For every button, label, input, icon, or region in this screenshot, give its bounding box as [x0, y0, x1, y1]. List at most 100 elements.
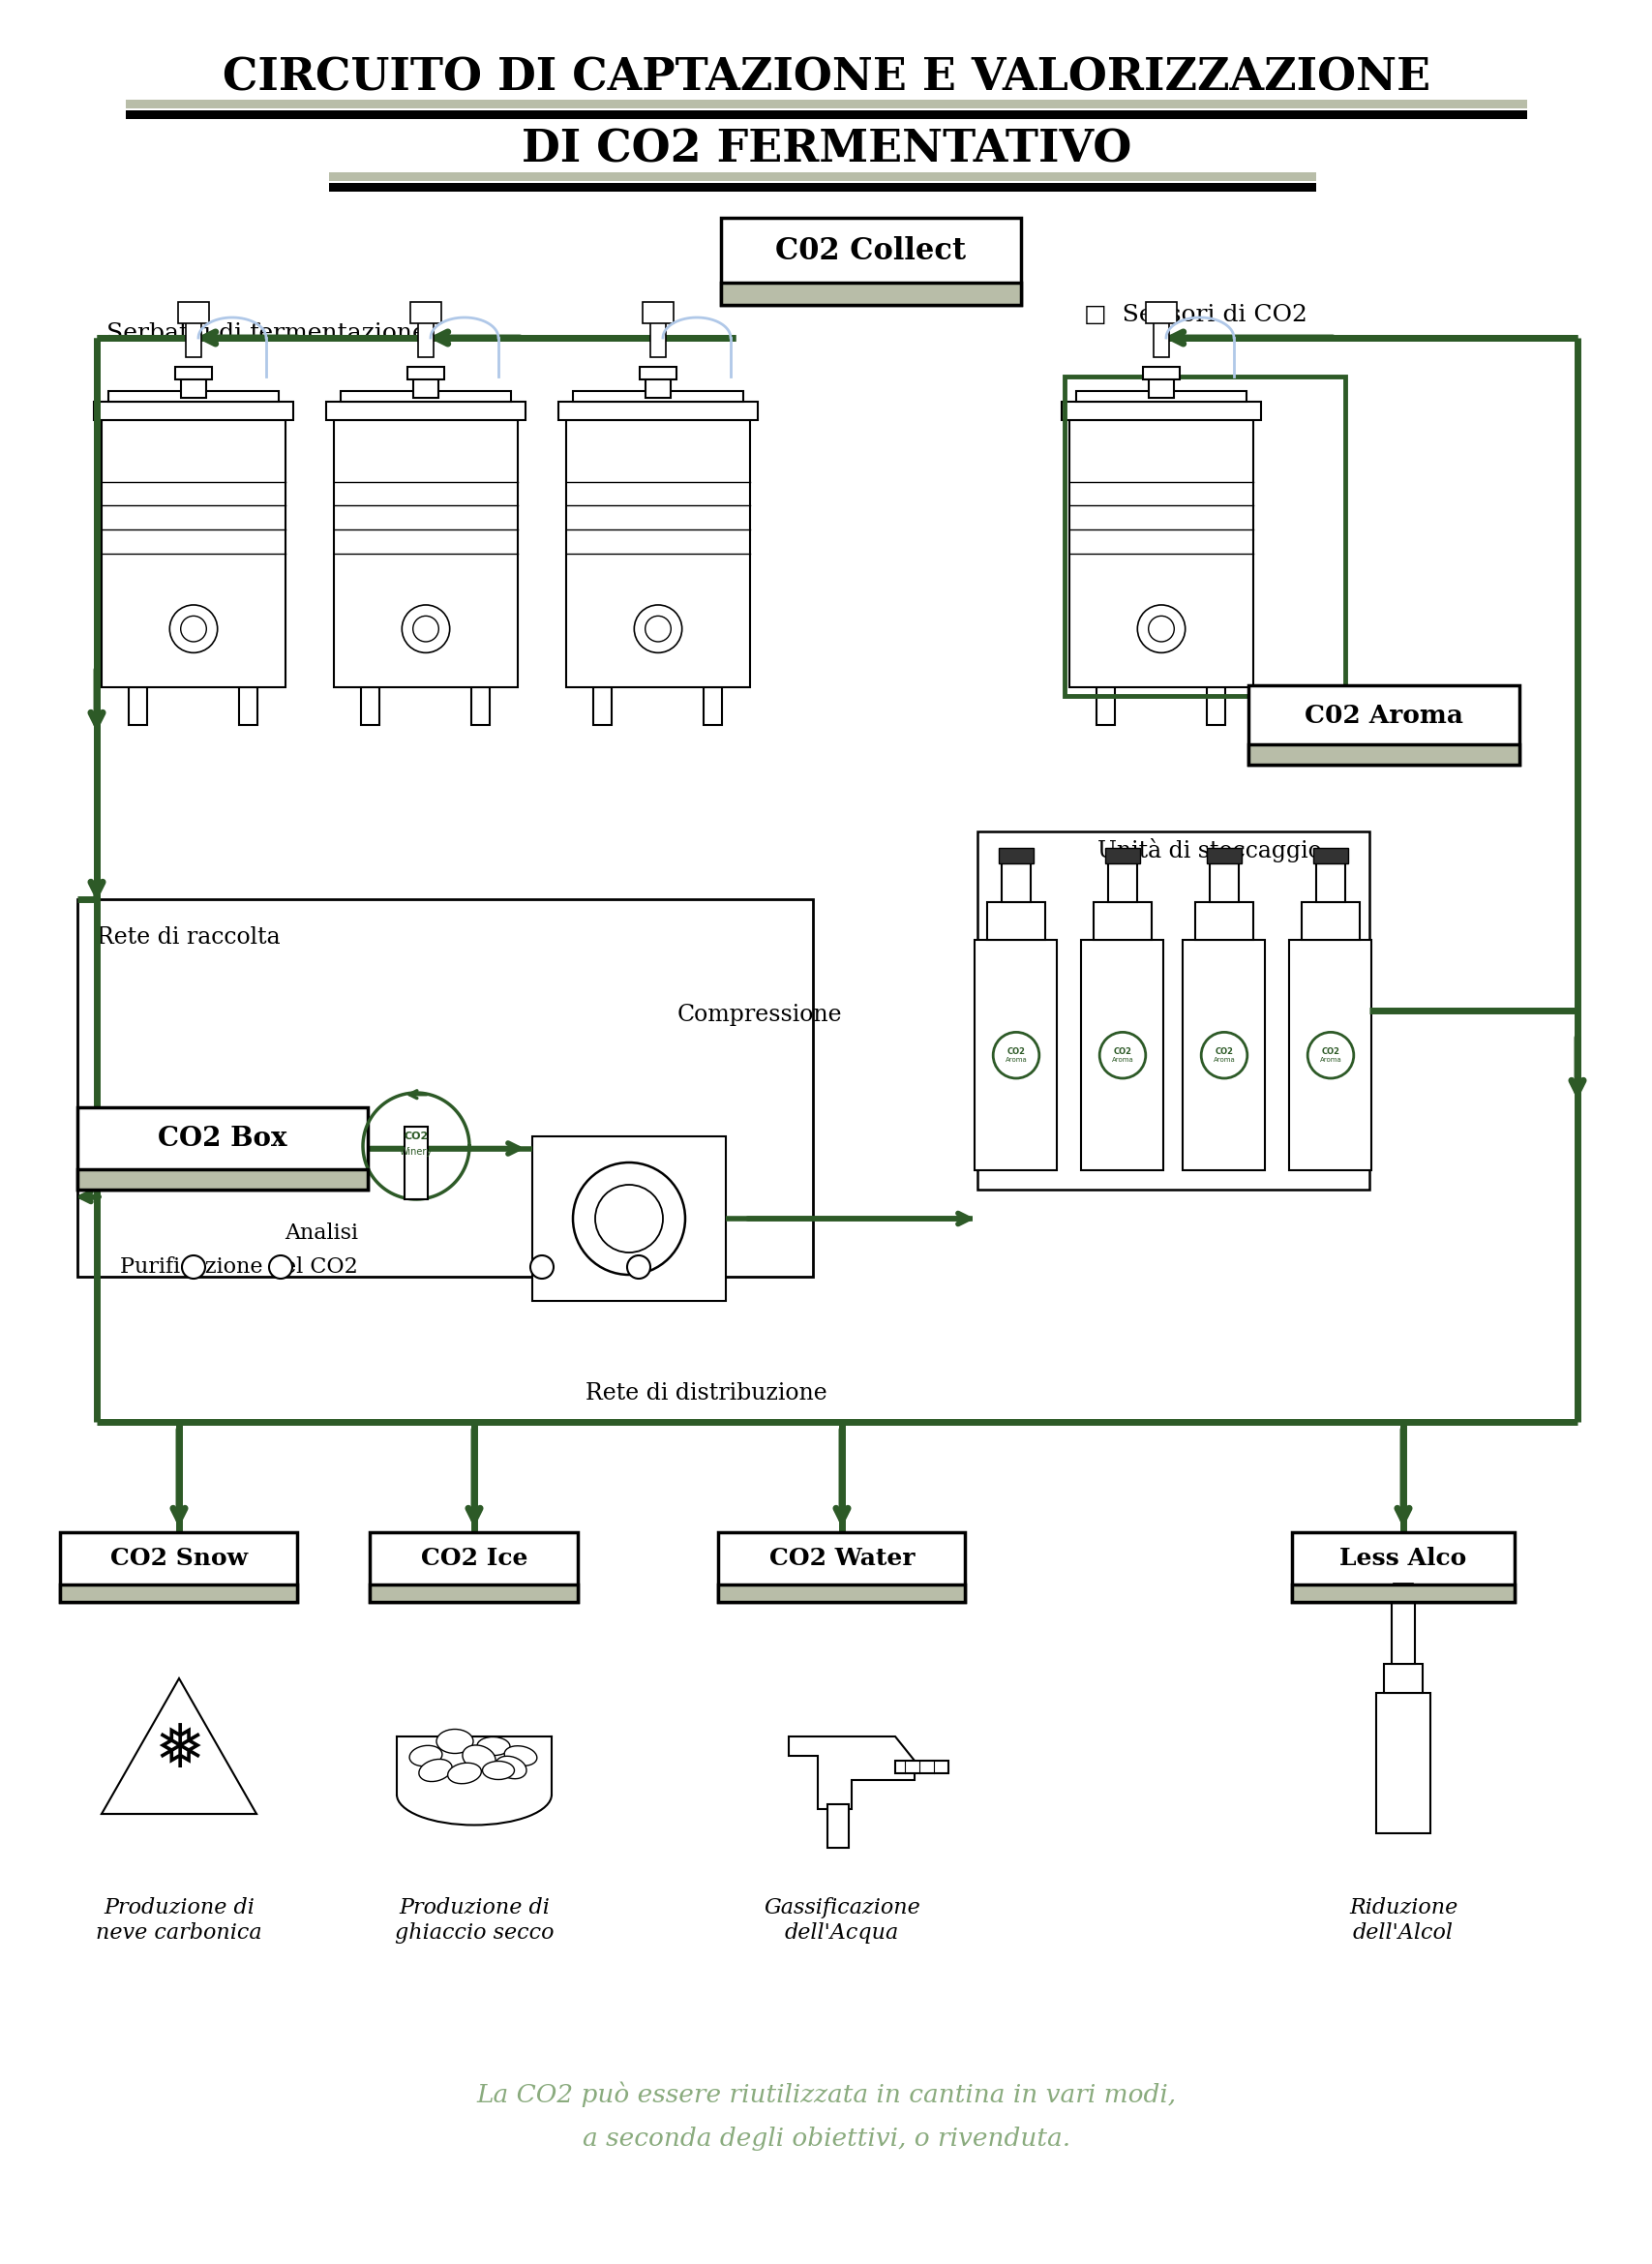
Bar — [370, 1533, 578, 1603]
Bar — [1313, 847, 1346, 863]
Bar — [1064, 376, 1345, 695]
Bar — [413, 374, 438, 398]
Bar — [1292, 1533, 1513, 1603]
Circle shape — [644, 616, 671, 641]
Bar — [1097, 688, 1115, 724]
Bar — [362, 688, 380, 724]
Bar — [1080, 940, 1163, 1170]
Text: Purificazione del CO2: Purificazione del CO2 — [121, 1257, 358, 1277]
Text: Rete di raccolta: Rete di raccolta — [97, 926, 281, 949]
Text: Rete di distribuzione: Rete di distribuzione — [585, 1381, 828, 1404]
Circle shape — [1307, 1032, 1353, 1078]
Circle shape — [1201, 1032, 1247, 1078]
Ellipse shape — [496, 1757, 527, 1780]
Bar — [1142, 367, 1180, 378]
Bar — [410, 301, 441, 324]
Bar — [406, 367, 444, 378]
Bar — [1105, 847, 1140, 863]
Bar — [558, 401, 757, 421]
Ellipse shape — [410, 1746, 443, 1766]
Circle shape — [170, 604, 218, 652]
Text: ❅: ❅ — [154, 1723, 205, 1780]
Text: Compressione: Compressione — [677, 1005, 843, 1026]
Bar — [1383, 1664, 1422, 1693]
Text: Less Alco: Less Alco — [1340, 1546, 1465, 1571]
Bar — [327, 401, 525, 421]
Bar — [828, 1804, 847, 1847]
Text: Riduzione
dell'Alcol: Riduzione dell'Alcol — [1348, 1897, 1457, 1943]
Bar — [644, 374, 671, 398]
Text: CIRCUITO DI CAPTAZIONE E VALORIZZAZIONE: CIRCUITO DI CAPTAZIONE E VALORIZZAZIONE — [223, 54, 1429, 100]
Circle shape — [626, 1257, 649, 1279]
Ellipse shape — [448, 1764, 481, 1784]
Text: CO2 Box: CO2 Box — [159, 1125, 287, 1152]
Text: a seconda degli obiettivi, o rivenduta.: a seconda degli obiettivi, o rivenduta. — [582, 2126, 1070, 2151]
Text: CO2 Ice: CO2 Ice — [421, 1546, 527, 1571]
Bar — [340, 392, 510, 401]
Ellipse shape — [463, 1746, 496, 1770]
Bar — [1153, 303, 1168, 358]
Text: CO2: CO2 — [1006, 1046, 1024, 1055]
Text: □  Sensori di CO2: □ Sensori di CO2 — [1084, 303, 1307, 326]
Bar — [1315, 863, 1345, 901]
Circle shape — [573, 1161, 686, 1275]
Polygon shape — [788, 1736, 914, 1809]
Circle shape — [401, 604, 449, 652]
Bar — [1069, 421, 1252, 688]
Bar — [593, 688, 611, 724]
Bar — [126, 111, 1526, 120]
Text: Serbatoi di fermentazione: Serbatoi di fermentazione — [106, 324, 426, 344]
Bar — [471, 688, 491, 724]
Text: Aroma: Aroma — [1213, 1057, 1234, 1064]
Bar — [78, 1107, 367, 1189]
Bar — [1183, 940, 1265, 1170]
Bar — [986, 901, 1044, 940]
Circle shape — [180, 616, 206, 641]
Bar — [1302, 901, 1358, 940]
Text: Produzione di
ghiaccio secco: Produzione di ghiaccio secco — [395, 1897, 553, 1943]
Bar — [1107, 863, 1137, 901]
Bar — [240, 688, 258, 724]
Circle shape — [413, 616, 438, 641]
Bar — [720, 283, 1021, 306]
Circle shape — [269, 1257, 292, 1279]
Bar — [975, 940, 1057, 1170]
Circle shape — [993, 1032, 1039, 1078]
Ellipse shape — [436, 1730, 472, 1752]
Bar — [532, 1137, 725, 1302]
Text: Gassificazione
dell'Acqua: Gassificazione dell'Acqua — [763, 1897, 920, 1943]
Bar — [1247, 686, 1518, 765]
Bar — [1292, 1585, 1513, 1603]
Text: Aroma: Aroma — [1004, 1057, 1026, 1064]
Bar — [1206, 688, 1226, 724]
Text: CO2 Water: CO2 Water — [768, 1546, 914, 1571]
Text: C02 Aroma: C02 Aroma — [1303, 704, 1462, 727]
Bar — [720, 217, 1021, 306]
Bar — [895, 1761, 948, 1773]
Bar — [1145, 301, 1176, 324]
Bar — [639, 367, 676, 378]
Bar — [61, 1585, 297, 1603]
Bar — [1391, 1601, 1414, 1664]
Ellipse shape — [504, 1746, 537, 1766]
Bar — [78, 1168, 367, 1189]
Circle shape — [1148, 616, 1173, 641]
Circle shape — [634, 604, 682, 652]
Bar — [334, 421, 517, 688]
Bar — [1247, 745, 1518, 765]
Polygon shape — [101, 1678, 256, 1813]
Bar — [704, 688, 722, 724]
Bar — [1001, 863, 1029, 901]
Bar — [1206, 847, 1241, 863]
Ellipse shape — [418, 1759, 453, 1782]
Bar — [1062, 401, 1260, 421]
Circle shape — [1137, 604, 1184, 652]
Text: Aroma: Aroma — [1318, 1057, 1341, 1064]
Bar — [178, 301, 208, 324]
Text: CO2: CO2 — [1214, 1046, 1232, 1055]
Bar — [643, 301, 672, 324]
Bar — [329, 183, 1315, 192]
Bar — [649, 303, 666, 358]
Bar — [175, 367, 211, 378]
Bar — [329, 172, 1315, 181]
